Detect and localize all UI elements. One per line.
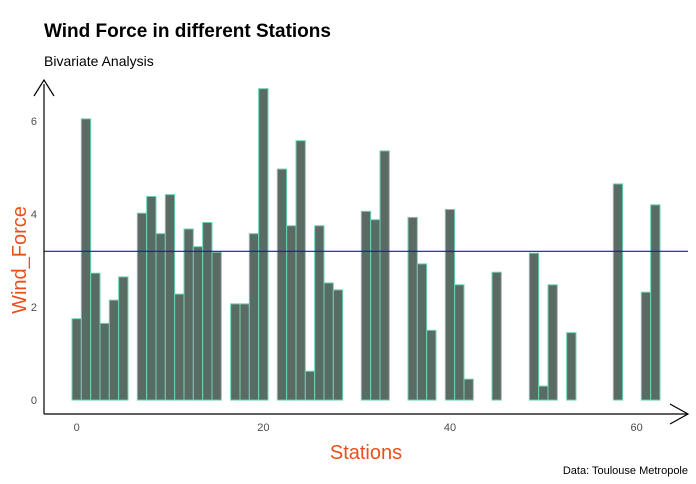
bar-station-58 — [612, 183, 624, 401]
chart-caption: Data: Toulouse Metropole — [563, 465, 688, 477]
y-tick-label-4: 4 — [31, 209, 37, 221]
bar-station-15 — [211, 251, 222, 401]
y-tick-label-6: 6 — [31, 116, 37, 128]
bar-station-1 — [80, 118, 92, 401]
bar-station-17 — [230, 303, 241, 401]
bar-station-33 — [379, 150, 390, 401]
bar-station-45 — [491, 271, 502, 401]
x-tick-label-40: 40 — [444, 422, 456, 434]
bar-station-53 — [566, 332, 577, 401]
bar-station-49 — [528, 252, 540, 401]
chart-title: Wind Force in different Stations — [44, 21, 331, 42]
bar-station-12 — [183, 228, 194, 401]
x-tick-label-0: 0 — [74, 422, 80, 434]
x-axis-arrow — [44, 403, 690, 425]
bar-station-24 — [295, 140, 306, 401]
bar-station-23 — [286, 225, 297, 401]
x-tick-label-60: 60 — [631, 422, 643, 434]
bar-station-50 — [538, 385, 549, 401]
bar-station-8 — [146, 195, 157, 401]
bar-station-32 — [370, 219, 381, 401]
bar-station-51 — [547, 284, 558, 401]
bar-station-3 — [99, 322, 110, 401]
y-tick-label-0: 0 — [31, 395, 37, 407]
chart-subtitle: Bivariate Analysis — [44, 53, 154, 69]
bar-station-28 — [332, 289, 344, 401]
bar-station-42 — [463, 378, 474, 401]
bar-station-0 — [71, 318, 82, 401]
bar-station-27 — [323, 282, 334, 401]
x-tick-label-20: 20 — [257, 422, 269, 434]
x-tick-labels: 0 20 40 60 — [74, 422, 643, 434]
bar-station-4 — [108, 299, 120, 401]
bar-station-5 — [118, 276, 129, 401]
bar-station-22 — [276, 168, 288, 401]
bar-station-26 — [314, 225, 325, 401]
bar-station-2 — [90, 272, 101, 401]
x-axis-title: Stations — [330, 442, 402, 464]
bar-station-61 — [640, 291, 652, 401]
bar-station-25 — [304, 370, 316, 401]
bar-station-7 — [136, 212, 148, 401]
bar-station-10 — [164, 194, 176, 401]
bar-station-14 — [202, 222, 213, 401]
bar-station-13 — [192, 246, 204, 401]
y-axis-title: Wind_Force — [9, 206, 31, 314]
bar-station-31 — [360, 210, 372, 401]
bar-station-41 — [454, 284, 465, 401]
bar-station-11 — [174, 293, 185, 401]
y-tick-labels: 0 2 4 6 — [31, 116, 37, 407]
bars-group — [71, 88, 661, 401]
bar-station-9 — [155, 233, 166, 401]
bar-station-18 — [239, 303, 250, 401]
bar-station-38 — [426, 329, 437, 401]
bar-station-36 — [407, 216, 418, 401]
y-axis-arrow — [33, 78, 55, 414]
bar-station-62 — [650, 204, 661, 401]
bar-station-20 — [258, 88, 269, 401]
plot-area: 0 20 40 60 0 2 4 6 — [31, 78, 690, 434]
bar-station-19 — [248, 233, 260, 401]
y-tick-label-2: 2 — [31, 302, 37, 314]
bar-station-40 — [444, 208, 456, 401]
bar-station-37 — [416, 263, 428, 401]
